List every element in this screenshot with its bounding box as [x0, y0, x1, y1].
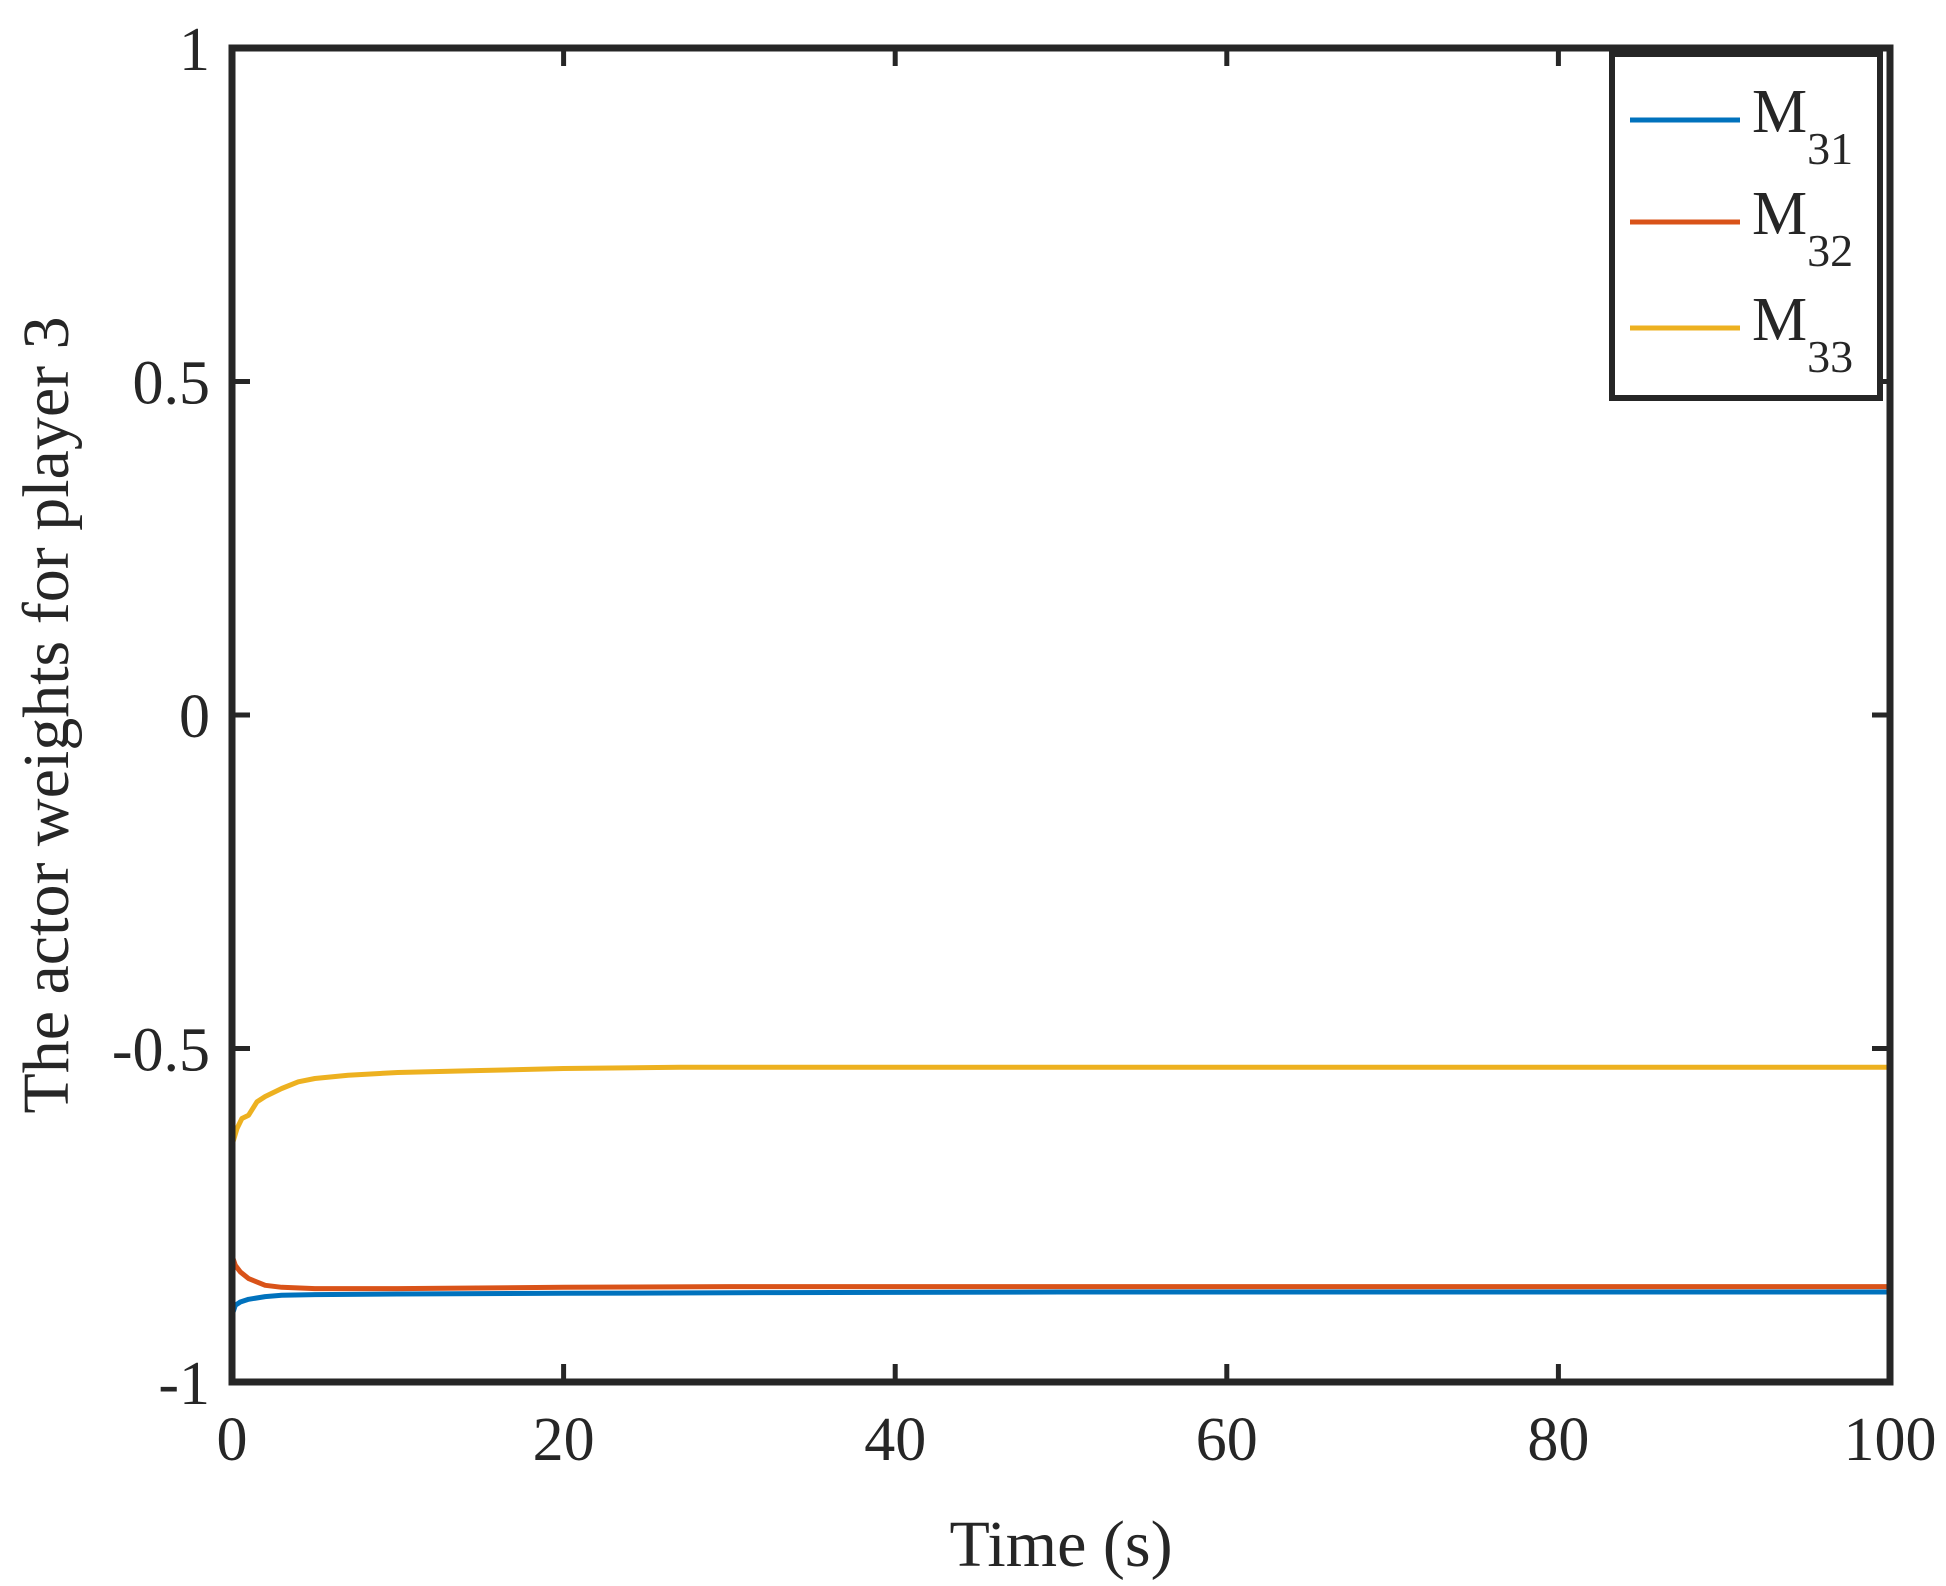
- y-tick-label: 0.5: [133, 350, 211, 418]
- x-tick-label: 100: [1844, 1406, 1937, 1474]
- legend-item: M32: [1630, 180, 1853, 276]
- legend-label-subscript: 31: [1807, 123, 1853, 174]
- x-axis-label: Time (s): [949, 1508, 1172, 1581]
- y-tick-label: 0: [179, 683, 210, 751]
- legend-item: M31: [1630, 78, 1853, 174]
- legend-label: M31: [1752, 78, 1853, 174]
- y-tick-label: -0.5: [112, 1017, 210, 1085]
- x-tick-label: 80: [1527, 1406, 1589, 1474]
- legend-label-subscript: 33: [1807, 331, 1853, 382]
- y-axis-label: The actor weights for player 3: [10, 316, 83, 1113]
- x-tick-label: 0: [217, 1406, 248, 1474]
- x-tick-label: 60: [1196, 1406, 1258, 1474]
- series-line-m32: [229, 1254, 1890, 1292]
- legend-label-main: M: [1752, 180, 1807, 248]
- tick-labels-layer: 0 20 40 60 80 100 -1 -0.5 0 0.5 1: [112, 16, 1937, 1474]
- legend-label: M33: [1752, 286, 1853, 382]
- ticks-layer: [229, 45, 1893, 1385]
- y-tick-label: -1: [158, 1350, 210, 1418]
- x-tick-label: 20: [533, 1406, 595, 1474]
- series-layer: [229, 1064, 1890, 1317]
- series-line-m33: [229, 1064, 1890, 1146]
- legend-label-main: M: [1752, 286, 1807, 354]
- series-line-m31: [229, 1289, 1890, 1317]
- y-tick-label: 1: [179, 16, 210, 84]
- legend-label: M32: [1752, 180, 1853, 276]
- x-tick-label: 40: [864, 1406, 926, 1474]
- legend-label-main: M: [1752, 78, 1807, 146]
- legend-item: M33: [1630, 286, 1853, 382]
- legend-box: [1609, 51, 1883, 401]
- legend-label-subscript: 32: [1807, 225, 1853, 276]
